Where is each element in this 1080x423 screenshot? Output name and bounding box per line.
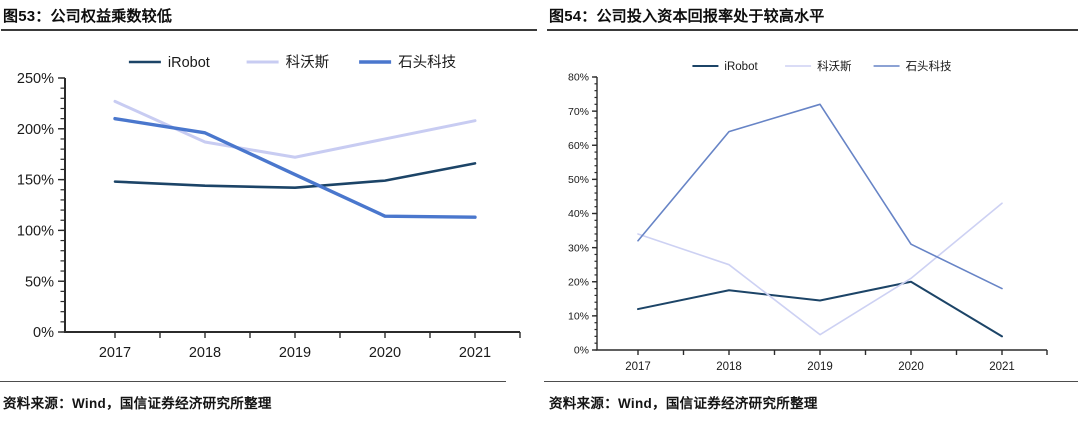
figure-54-source-note: 资料来源：Wind，国信证券经济研究所整理 bbox=[549, 396, 818, 411]
x-axis-tick-label: 2021 bbox=[989, 361, 1015, 373]
figure-53-title-rule bbox=[1, 29, 537, 31]
series-line-0 bbox=[113, 162, 477, 190]
figure-54-source-rule bbox=[544, 381, 1078, 382]
x-axis-tick-label: 2018 bbox=[189, 345, 221, 361]
legend-label: 科沃斯 bbox=[286, 54, 330, 71]
legend-item-2: 石头科技 bbox=[359, 54, 456, 71]
y-axis-tick-label: 0% bbox=[574, 345, 589, 357]
y-axis-tick-label: 10% bbox=[568, 311, 589, 323]
legend: iRobot 科沃斯 石头科技 bbox=[128, 54, 456, 71]
series-line-1 bbox=[113, 99, 477, 159]
y-axis-tick-label: 0% bbox=[33, 325, 54, 341]
x-axis-tick-label: 2019 bbox=[279, 345, 311, 361]
y-axis-tick-label: 150% bbox=[17, 173, 54, 189]
x-axis-tick-label: 2018 bbox=[716, 361, 742, 373]
legend-label: 科沃斯 bbox=[817, 59, 852, 73]
y-axis-tick-label: 250% bbox=[17, 71, 54, 87]
x-axis-tick-label: 2019 bbox=[807, 361, 833, 373]
equity-multiplier-chart: 0% 50% 100% 150% 200% 250% 2017 2018 2019 2020 202… bbox=[17, 54, 521, 361]
axes: 0% 10% 20% 30% 40% 50% 60% 70% 80% 2017 2018 2019 20… bbox=[568, 72, 1048, 373]
y-axis-tick-label: 20% bbox=[568, 276, 589, 288]
figure-54-title: 图54：公司投入资本回报率处于较高水平 bbox=[549, 8, 825, 25]
series-line-0 bbox=[637, 280, 1003, 338]
y-axis-tick-label: 60% bbox=[568, 140, 589, 152]
figure-53-title: 图53：公司权益乘数较低 bbox=[3, 8, 173, 25]
series-line-2 bbox=[637, 103, 1003, 290]
x-axis-tick-label: 2021 bbox=[459, 345, 491, 361]
x-axis-tick-label: 2020 bbox=[898, 361, 924, 373]
legend-label: 石头科技 bbox=[398, 54, 456, 71]
x-axis-tick-label: 2017 bbox=[625, 361, 651, 373]
y-axis-tick-label: 50% bbox=[568, 174, 589, 186]
figure-54-title-rule bbox=[547, 29, 1078, 31]
y-axis-tick-label: 80% bbox=[568, 72, 589, 84]
axis-line bbox=[64, 78, 520, 333]
figure-53-source-rule bbox=[0, 381, 506, 382]
series-line-1 bbox=[637, 202, 1003, 336]
y-axis-tick-label: 200% bbox=[17, 122, 54, 138]
legend: iRobot 科沃斯 石头科技 bbox=[692, 59, 952, 73]
legend-label: iRobot bbox=[724, 61, 758, 73]
y-axis-tick-label: 70% bbox=[568, 106, 589, 118]
legend-item-1: 科沃斯 bbox=[785, 59, 852, 73]
y-axis-tick-label: 40% bbox=[568, 208, 589, 220]
y-axis-tick-label: 50% bbox=[25, 274, 54, 290]
y-axis-tick-label: 30% bbox=[568, 242, 589, 254]
axes: 0% 50% 100% 150% 200% 250% 2017 2018 2019 2020 202… bbox=[17, 71, 521, 361]
x-axis-tick-label: 2020 bbox=[369, 345, 401, 361]
y-axis-tick-label: 100% bbox=[17, 223, 54, 239]
legend-label: 石头科技 bbox=[906, 59, 952, 73]
legend-item-2: 石头科技 bbox=[873, 59, 952, 73]
figure-53-source-note: 资料来源：Wind，国信证券经济研究所整理 bbox=[3, 396, 272, 411]
x-axis-tick-label: 2017 bbox=[99, 345, 131, 361]
figure-53-panel: 图53：公司权益乘数较低 0% 50% 100% 150% 200% 250% 2017 20… bbox=[0, 8, 537, 411]
legend-item-0: iRobot bbox=[128, 55, 210, 71]
legend-item-1: 科沃斯 bbox=[246, 54, 330, 71]
series-line-2 bbox=[113, 116, 477, 219]
legend-label: iRobot bbox=[168, 55, 210, 71]
legend-item-0: iRobot bbox=[692, 61, 758, 73]
axis-line bbox=[596, 77, 1047, 351]
figure-54-panel: 图54：公司投入资本回报率处于较高水平 0% 10% 20% 30% 40% 50% 60%… bbox=[540, 0, 1080, 423]
roic-chart: 0% 10% 20% 30% 40% 50% 60% 70% 80% 2017 2018 2019 20… bbox=[568, 59, 1048, 373]
